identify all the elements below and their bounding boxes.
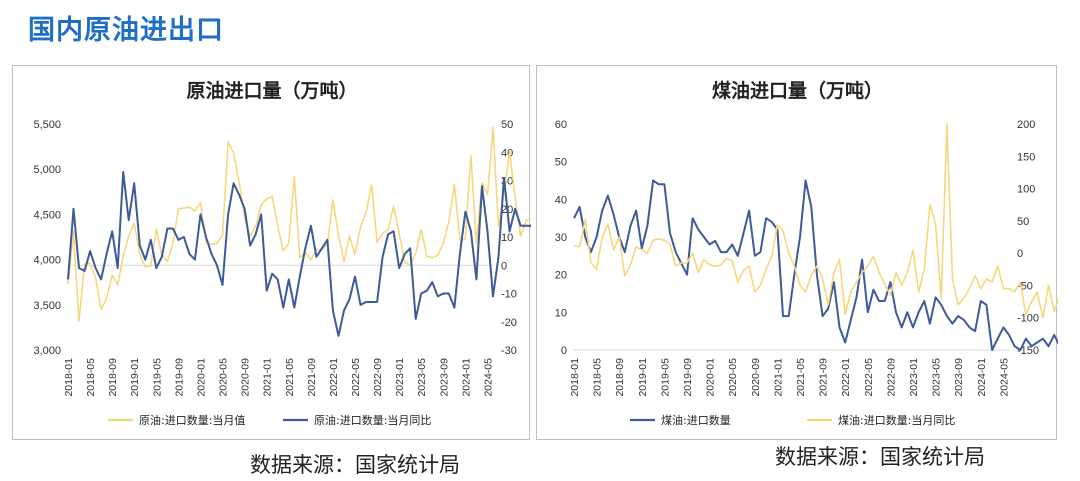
x-tick-label: 2021-05 [795, 358, 807, 397]
x-tick-label: 2019-09 [173, 358, 185, 397]
x-tick-label: 2021-01 [262, 358, 274, 397]
y-left-tick-label: 60 [555, 119, 567, 131]
x-tick-label: 2018-09 [107, 358, 119, 397]
y-right-tick-label: 150 [1017, 151, 1035, 163]
series-line-0 [573, 179, 1058, 351]
y-right-tick-label: 0 [501, 260, 507, 272]
y-right-tick-label: 100 [1017, 184, 1035, 196]
x-tick-label: 2020-05 [218, 358, 230, 397]
source-note-left: 数据来源：国家统计局 [250, 453, 460, 477]
chart-title: 煤油进口量（万吨） [712, 79, 883, 102]
x-tick-label: 2022-09 [372, 358, 384, 397]
y-left-tick-label: 50 [555, 157, 567, 169]
x-tick-label: 2020-01 [195, 358, 207, 397]
y-left-tick-label: 3,500 [33, 300, 61, 312]
x-tick-label: 2023-09 [438, 358, 450, 397]
y-right-tick-label: -20 [501, 317, 517, 329]
x-tick-label: 2019-09 [682, 358, 694, 397]
x-tick-label: 2023-05 [931, 358, 943, 397]
y-right-tick-label: 40 [501, 147, 513, 159]
page-title: 国内原油进出口 [28, 15, 224, 46]
y-right-tick-label: -10 [501, 289, 517, 301]
chart-title: 原油进口量（万吨） [186, 79, 357, 102]
x-tick-label: 2024-05 [998, 358, 1010, 397]
x-tick-label: 2021-09 [306, 358, 318, 397]
x-tick-label: 2021-01 [772, 358, 784, 397]
series-line-0 [67, 126, 531, 322]
x-tick-label: 2023-09 [953, 358, 965, 397]
series-line-1 [573, 123, 1058, 319]
y-left-tick-label: 4,500 [33, 209, 61, 221]
x-tick-label: 2018-01 [569, 358, 581, 397]
x-tick-label: 2023-05 [416, 358, 428, 397]
x-tick-label: 2019-05 [151, 358, 163, 397]
x-tick-label: 2024-01 [460, 358, 472, 397]
legend-label: 煤油:进口数量:当月同比 [838, 413, 955, 427]
x-tick-label: 2020-09 [240, 358, 252, 397]
y-right-tick-label: -100 [1017, 313, 1039, 325]
y-left-tick-label: 20 [555, 270, 567, 282]
y-left-tick-label: 3,000 [33, 345, 61, 357]
legend-label: 煤油:进口数量 [661, 413, 731, 427]
x-tick-label: 2019-01 [637, 358, 649, 397]
y-left-tick-label: 5,500 [33, 119, 61, 131]
y-left-tick-label: 40 [555, 194, 567, 206]
x-tick-label: 2022-05 [863, 358, 875, 397]
x-tick-label: 2018-05 [85, 358, 97, 397]
x-tick-label: 2024-01 [976, 358, 988, 397]
x-tick-label: 2019-01 [129, 358, 141, 397]
y-left-tick-label: 0 [561, 345, 567, 357]
legend-label: 原油:进口数量:当月同比 [314, 413, 431, 427]
x-tick-label: 2018-05 [592, 358, 604, 397]
legend-label: 原油:进口数量:当月值 [139, 413, 245, 427]
x-tick-label: 2018-09 [614, 358, 626, 397]
crude-oil-import-chart: 原油进口量（万吨） 3,000 3,500 4,000 4,500 5,000 5,500 -… [33, 79, 531, 427]
x-tick-label: 2019-05 [659, 358, 671, 397]
crude-oil-import-chart-panel: 原油进口量（万吨） 3,000 3,500 4,000 4,500 5,000 5,500 -… [12, 65, 531, 440]
y-right-tick-label: -30 [501, 345, 517, 357]
kerosene-import-chart-panel: 煤油进口量（万吨） 0 10 20 30 40 50 60 -150 -100 -50 0 50 100 1… [536, 65, 1058, 440]
x-tick-label: 2022-01 [328, 358, 340, 397]
x-tick-label: 2022-05 [350, 358, 362, 397]
y-right-tick-label: 0 [1017, 248, 1023, 260]
x-tick-label: 2020-05 [727, 358, 739, 397]
y-left-tick-label: 5,000 [33, 164, 61, 176]
x-tick-label: 2022-09 [885, 358, 897, 397]
y-left-tick-label: 30 [555, 232, 567, 244]
x-tick-label: 2020-09 [750, 358, 762, 397]
x-tick-label: 2021-09 [818, 358, 830, 397]
x-tick-label: 2021-05 [284, 358, 296, 397]
x-tick-label: 2020-01 [705, 358, 717, 397]
x-tick-label: 2023-01 [908, 358, 920, 397]
x-tick-label: 2023-01 [394, 358, 406, 397]
x-tick-label: 2018-01 [63, 358, 75, 397]
y-left-tick-label: 4,000 [33, 255, 61, 267]
y-right-tick-label: 200 [1017, 119, 1035, 131]
x-tick-label: 2024-05 [482, 358, 494, 397]
kerosene-import-chart: 煤油进口量（万吨）0102030405060-150-100-500501001… [555, 79, 1058, 427]
source-note-right: 数据来源：国家统计局 [775, 445, 985, 469]
series-line-1 [67, 171, 531, 337]
x-tick-label: 2022-01 [840, 358, 852, 397]
y-right-tick-label: 10 [501, 232, 513, 244]
y-right-tick-label: 50 [501, 119, 513, 131]
y-left-tick-label: 10 [555, 307, 567, 319]
y-right-tick-label: -150 [1017, 345, 1039, 357]
y-right-tick-label: 50 [1017, 216, 1029, 228]
